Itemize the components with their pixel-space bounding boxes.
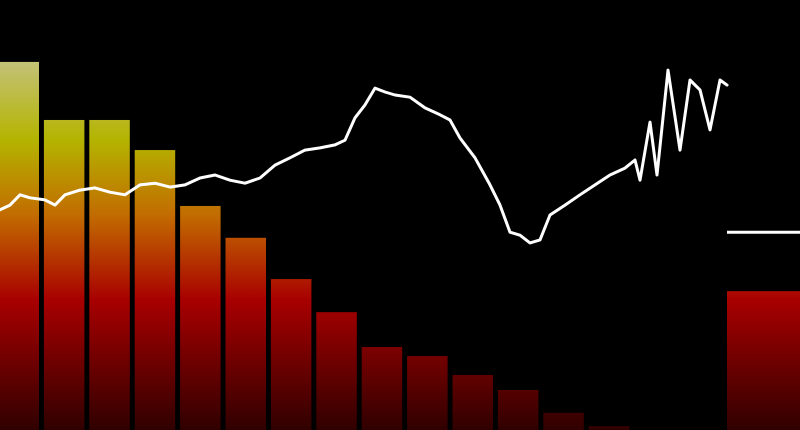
bar bbox=[588, 426, 630, 430]
bar bbox=[270, 279, 312, 430]
bar bbox=[225, 237, 266, 430]
bar bbox=[89, 119, 130, 430]
bar bbox=[180, 205, 221, 430]
bar bbox=[407, 356, 448, 430]
bar bbox=[43, 119, 85, 430]
bar bbox=[316, 312, 357, 430]
level-bar bbox=[727, 291, 800, 430]
bar bbox=[0, 61, 39, 430]
bar bbox=[497, 390, 539, 430]
bar bbox=[134, 150, 176, 430]
bar bbox=[543, 412, 584, 430]
waveform-line bbox=[0, 68, 729, 245]
bar bbox=[452, 374, 493, 430]
bar bbox=[361, 347, 403, 430]
